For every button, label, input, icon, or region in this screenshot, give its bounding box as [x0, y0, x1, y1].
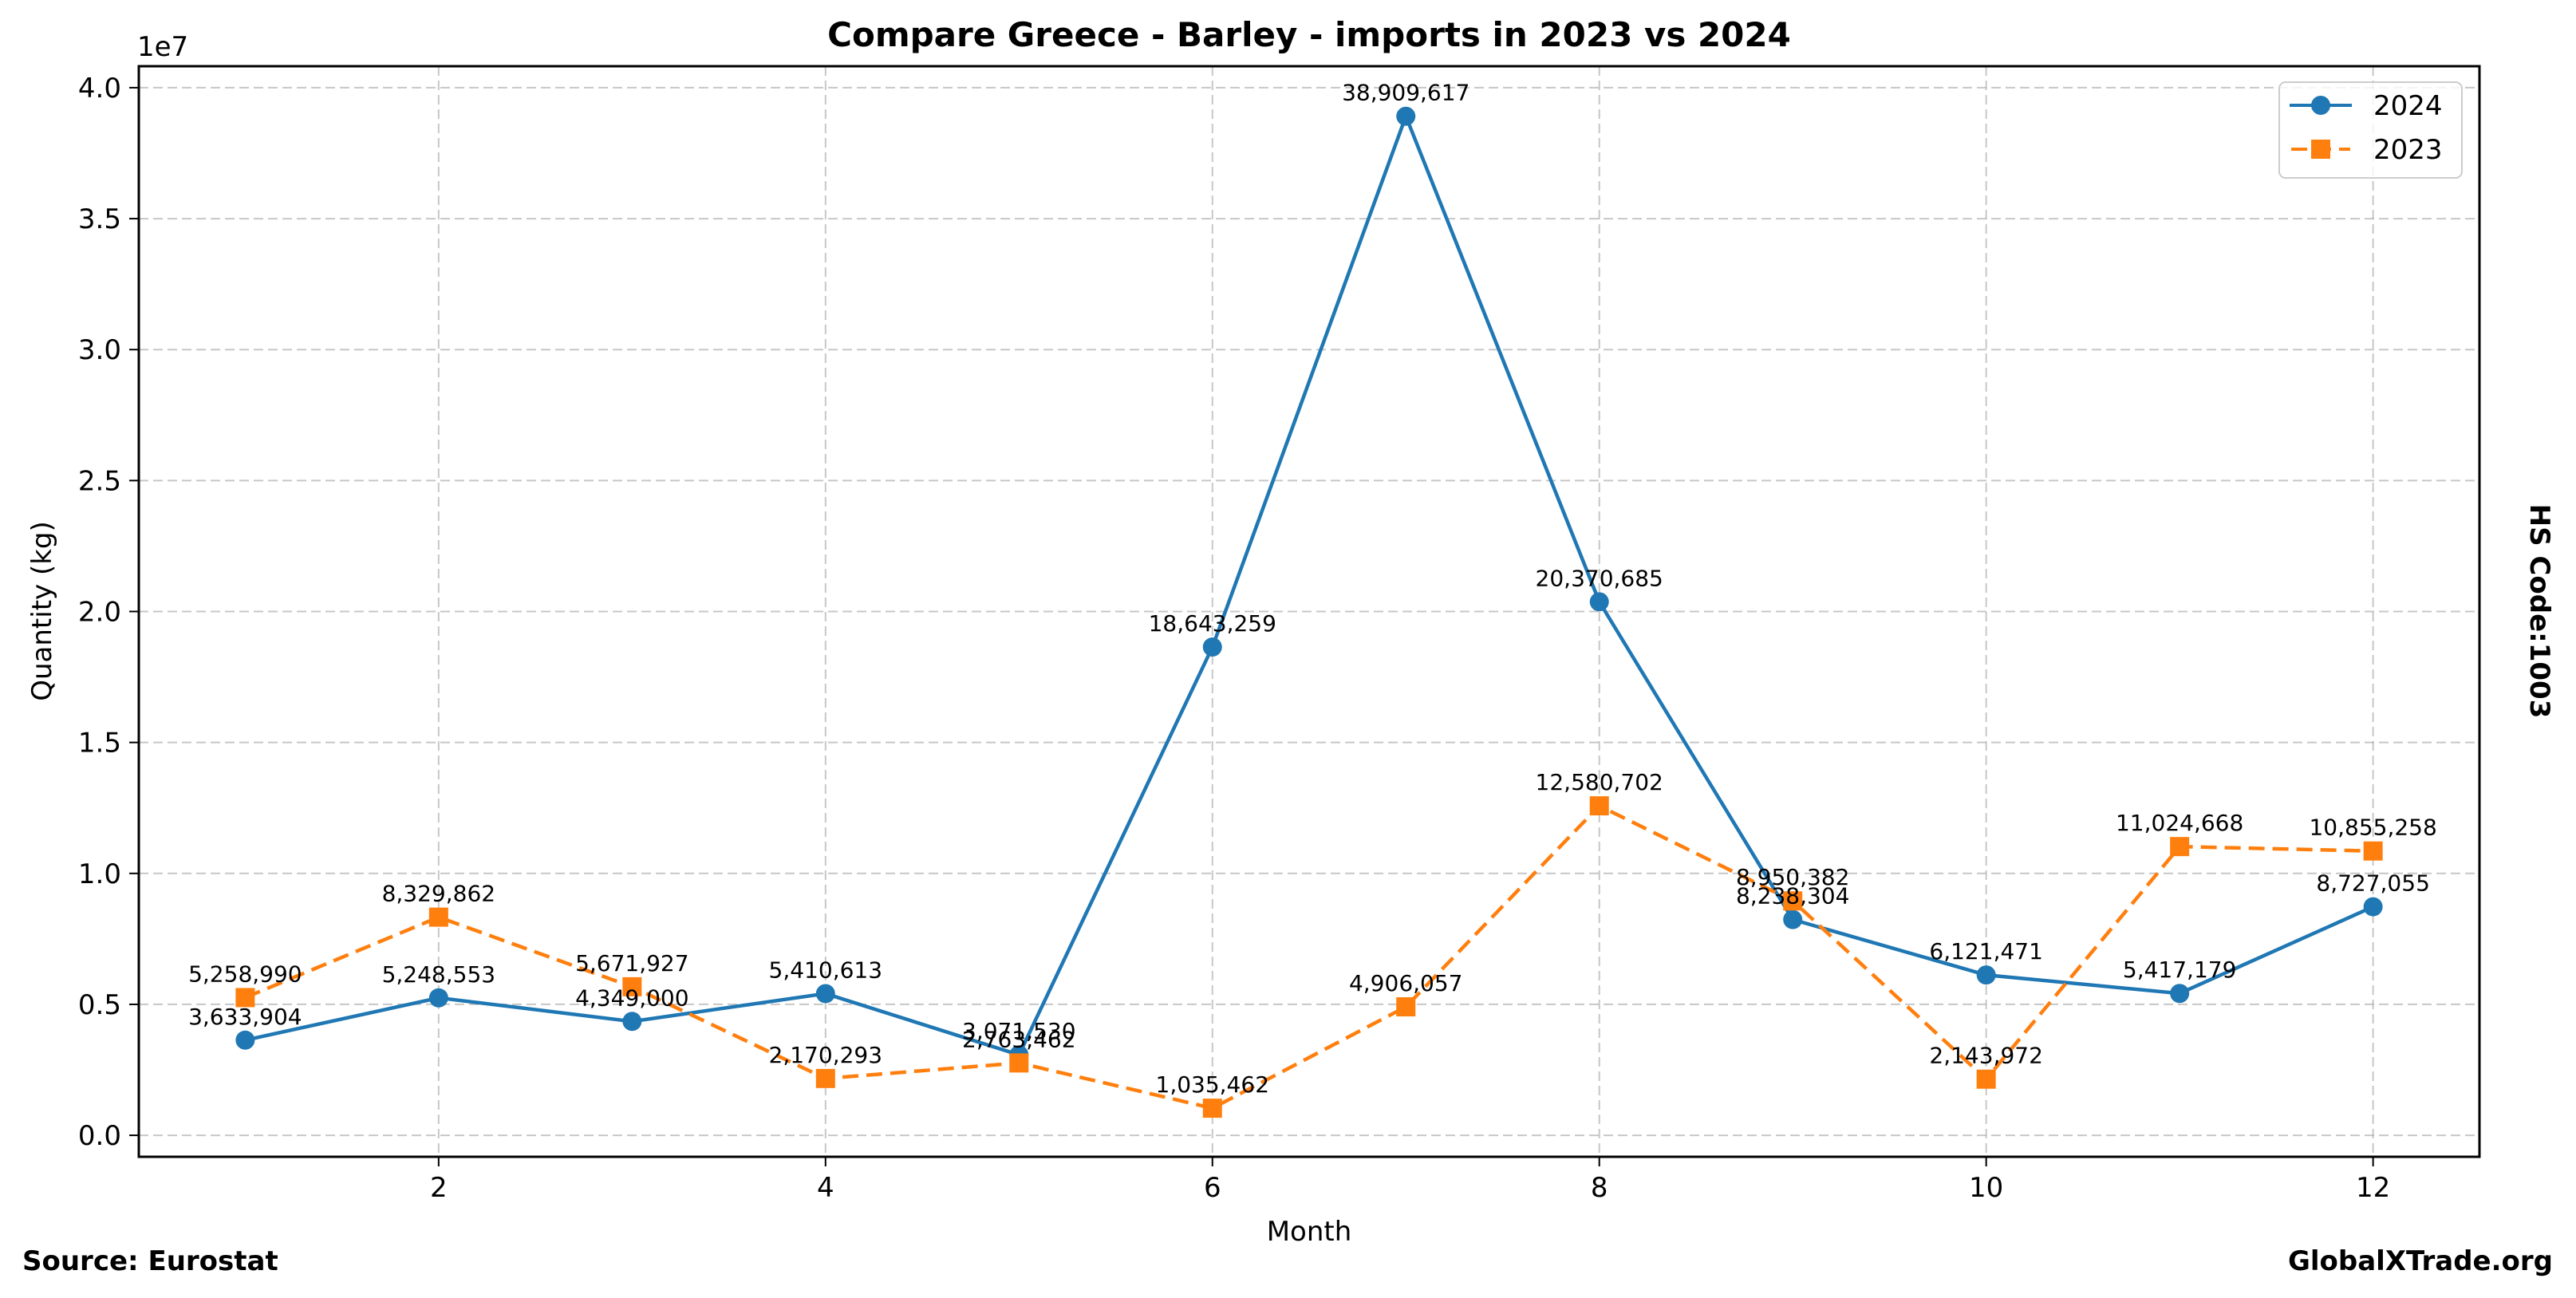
series-line-2024 — [244, 111, 2374, 1057]
data-label-2024: 4,349,000 — [575, 984, 689, 1011]
data-point-2023 — [1783, 891, 1803, 911]
data-point-2024 — [428, 988, 448, 1008]
data-point-2023 — [815, 1068, 835, 1088]
grid — [139, 66, 2479, 1157]
y-tick-label: 2.5 — [78, 465, 121, 497]
data-label-2023: 8,950,382 — [1736, 864, 1850, 890]
data-label-2024: 20,370,685 — [1536, 565, 1663, 591]
x-axis-label: Month — [1267, 1216, 1352, 1248]
data-label-2023: 8,329,862 — [382, 881, 496, 907]
legend: 2024 2023 — [2278, 81, 2463, 179]
x-tick-label: 6 — [1204, 1172, 1221, 1204]
y-tick-label: 0.5 — [78, 989, 121, 1021]
data-point-2024 — [235, 1030, 255, 1050]
data-point-2023 — [428, 907, 448, 927]
data-label-2024: 3,633,904 — [188, 1004, 302, 1030]
x-tick-label: 2 — [430, 1172, 448, 1204]
data-point-2024 — [622, 1012, 642, 1032]
y-tick-label: 4.0 — [78, 73, 121, 105]
x-tick-label: 4 — [817, 1172, 834, 1204]
data-label-2023: 2,170,293 — [769, 1042, 883, 1068]
x-tick-label: 8 — [1591, 1172, 1608, 1204]
data-label-2024: 5,417,179 — [2123, 957, 2237, 983]
data-label-2024: 5,248,553 — [382, 961, 496, 988]
data-point-2024 — [1202, 637, 1222, 657]
x-tick-label: 12 — [2356, 1172, 2390, 1204]
data-point-2024 — [1589, 592, 1609, 612]
legend-2024-label: 2024 — [2373, 90, 2443, 122]
y-tick-label: 0.0 — [78, 1120, 121, 1152]
data-label-2023: 5,671,927 — [575, 950, 689, 976]
data-label-2023: 10,855,258 — [2309, 815, 2436, 841]
data-label-2023: 2,143,972 — [1929, 1043, 2043, 1069]
data-point-2023 — [1202, 1099, 1222, 1118]
x-tick-label: 10 — [1969, 1172, 2003, 1204]
axis-ticks: 2 4 6 8 10 12 0.0 0.5 1.0 1.5 2.0 2.5 3.0 3.5 4.0 — [78, 73, 2390, 1204]
legend-2023-label: 2023 — [2373, 134, 2443, 166]
series-group — [235, 106, 2383, 1118]
data-label-2023: 5,258,990 — [188, 961, 302, 987]
data-label-2023: 12,580,702 — [1536, 769, 1663, 795]
data-label-2024: 8,727,055 — [2316, 870, 2430, 897]
data-label-2023: 4,906,057 — [1349, 970, 1463, 996]
brand-label: GlobalXTrade.org — [2288, 1245, 2553, 1277]
legend-2024-marker — [2311, 96, 2330, 115]
data-label-2023: 1,035,462 — [1156, 1071, 1270, 1098]
data-label-2023: 11,024,668 — [2116, 810, 2243, 836]
y-tick-label: 3.5 — [78, 203, 121, 235]
series-line-2023 — [244, 803, 2373, 1111]
data-label-2024: 18,643,259 — [1149, 610, 1276, 637]
y-tick-label: 2.0 — [78, 597, 121, 629]
data-label-2024: 5,410,613 — [769, 957, 883, 983]
data-point-2024 — [2363, 897, 2383, 917]
data-point-2024 — [1783, 909, 1803, 929]
data-point-2024 — [1396, 106, 1416, 126]
data-point-2024 — [815, 984, 835, 1004]
data-point-2023 — [2170, 837, 2190, 857]
y-offset-label: 1e7 — [137, 31, 188, 63]
data-point-2023 — [235, 988, 255, 1008]
hs-code-label: HS Code:1003 — [2523, 504, 2555, 719]
data-point-2023 — [1396, 997, 1416, 1017]
data-label-2024: 38,909,617 — [1342, 80, 1469, 106]
source-label: Source: Eurostat — [22, 1245, 278, 1277]
legend-2023-marker — [2311, 140, 2330, 159]
chart-title: Compare Greece - Barley - imports in 202… — [827, 15, 1791, 54]
data-point-2023 — [2363, 841, 2383, 861]
y-tick-label: 3.0 — [78, 334, 121, 366]
data-point-2023 — [1589, 796, 1609, 816]
data-point-2024 — [2170, 984, 2190, 1004]
data-point-2023 — [1976, 1069, 1996, 1089]
data-label-2024: 3,071,530 — [962, 1018, 1076, 1044]
y-axis-label: Quantity (kg) — [26, 521, 58, 701]
data-point-2024 — [1976, 965, 1996, 985]
data-label-2024: 8,238,304 — [1736, 883, 1850, 909]
y-tick-label: 1.5 — [78, 728, 121, 759]
data-point-2023 — [1009, 1053, 1029, 1073]
data-point-2023 — [622, 976, 642, 996]
y-tick-label: 1.0 — [78, 858, 121, 890]
data-label-2024: 6,121,471 — [1929, 938, 2043, 965]
data-label-2023: 2,763,462 — [962, 1026, 1076, 1052]
data-labels-group: 3,633,904 5,248,553 4,349,000 5,410,613 3,07… — [188, 80, 2437, 1098]
